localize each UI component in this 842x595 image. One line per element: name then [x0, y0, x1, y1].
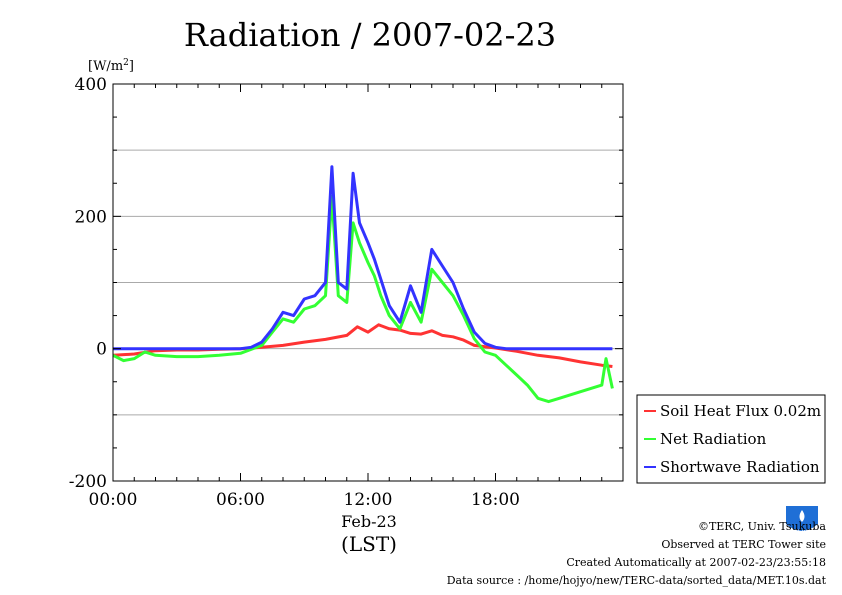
y-tick-label: 200 — [75, 207, 107, 227]
series-line-2 — [112, 195, 614, 404]
y-axis-unit-main: [W/m — [88, 59, 123, 74]
logo-drop — [799, 510, 805, 522]
y-tick-label: -200 — [69, 472, 107, 492]
legend-label: Soil Heat Flux 0.02m — [660, 402, 821, 420]
y-tick-label: 0 — [96, 340, 107, 360]
chart-title: Radiation / 2007-02-23 — [184, 16, 556, 54]
series-line-3 — [113, 165, 613, 351]
x-axis-date-label: Feb-23 — [341, 512, 397, 531]
y-tick-label: 400 — [75, 75, 107, 95]
grid-lines — [113, 149, 623, 416]
legend-box — [636, 394, 826, 484]
x-tick-label: 06:00 — [216, 490, 265, 510]
y-axis-unit-label: [W/m2] — [88, 58, 134, 74]
copyright-text: ©TERC, Univ. Tsukuba — [697, 520, 826, 533]
logo-text: TERC — [793, 529, 810, 536]
legend: Soil Heat Flux 0.02m Net Radiation Shortwa… — [636, 394, 826, 484]
y-axis-unit-close: ] — [129, 59, 134, 74]
x-tick-label: 00:00 — [89, 490, 138, 510]
legend-label: Shortwave Radiation — [660, 458, 820, 476]
x-tick-label: 18:00 — [471, 490, 520, 510]
x-axis-ticks: 00:00 06:00 12:00 18:00 — [89, 84, 624, 510]
y-axis-unit-sup: 2 — [123, 58, 129, 68]
x-axis-label: (LST) — [341, 532, 397, 556]
terc-logo-icon: TERC — [782, 504, 822, 536]
data-source-text: Data source : /home/hojyo/new/TERC-data/… — [446, 574, 826, 587]
y-axis-ticks: -200 0 200 400 — [69, 75, 623, 492]
x-tick-label: 12:00 — [344, 490, 393, 510]
observed-site-text: Observed at TERC Tower site — [661, 538, 826, 551]
series-lines — [112, 165, 614, 404]
legend-label: Net Radiation — [660, 430, 767, 448]
created-time-text: Created Automatically at 2007-02-23/23:5… — [566, 556, 826, 569]
series-line-1 — [112, 323, 613, 368]
